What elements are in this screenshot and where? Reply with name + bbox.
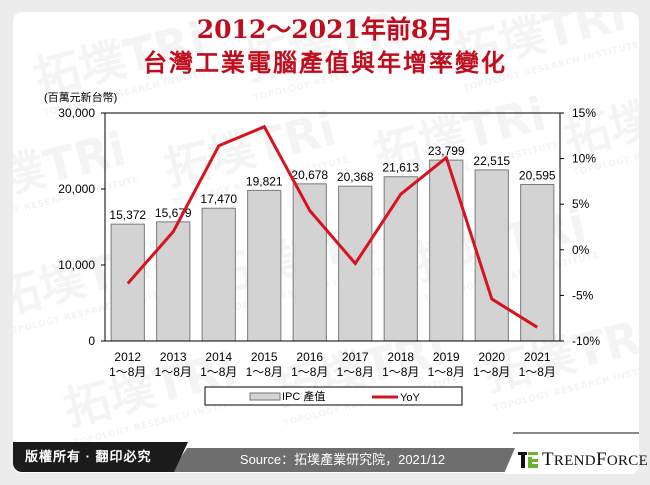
bar (247, 189, 282, 342)
footer-logo-area (505, 432, 639, 474)
x-tick-period: 1～8月 (246, 365, 283, 379)
legend-label-yoy: YoY (400, 392, 420, 404)
x-tick-year: 2021 (524, 350, 551, 364)
x-tick-period: 1～8月 (428, 365, 465, 379)
x-tick-period: 1～8月 (337, 365, 374, 379)
y-axis-unit-label: (百萬元新台幣) (44, 90, 117, 104)
y-tick-label: 20,000 (58, 182, 95, 196)
bar (429, 159, 464, 342)
bar (520, 183, 555, 342)
y-tick-label: 10,000 (58, 258, 95, 272)
bar-value-label: 19,821 (246, 174, 283, 188)
y2-tick-label: -10% (572, 334, 600, 348)
footer-copyright: 版權所有 · 翻印必究 (13, 442, 188, 472)
chart-title-line1: 2012～2021年前8月 (196, 15, 454, 44)
x-tick-period: 1～8月 (109, 365, 146, 379)
x-tick-period: 1～8月 (291, 365, 328, 379)
x-tick-year: 2019 (433, 350, 460, 364)
x-tick-year: 2016 (296, 350, 323, 364)
bar-value-label: 22,515 (473, 154, 510, 168)
bar-value-label: 17,470 (200, 192, 237, 206)
x-tick-year: 2014 (205, 350, 232, 364)
y2-tick-label: 5% (572, 197, 590, 211)
y2-tick-label: -5% (572, 288, 594, 302)
trendforce-logo: TRENDFORCE (518, 449, 649, 470)
x-tick-year: 2012 (114, 350, 141, 364)
bar (474, 169, 509, 342)
y2-tick-label: 15% (572, 106, 596, 120)
line-series-yoy (126, 124, 539, 329)
left-axis: 0 10,000 20,000 30,000 (58, 106, 105, 348)
x-axis-labels: 20121～8月20131～8月20141～8月20151～8月20161～8月… (109, 350, 556, 379)
bar-value-label: 20,368 (337, 170, 374, 184)
y2-tick-label: 0% (572, 243, 590, 257)
bar-value-label: 20,678 (291, 168, 328, 182)
bar (156, 221, 191, 342)
bar-value-label: 20,595 (519, 168, 556, 182)
right-axis: -10% -5% 0% 5% 10% 15% (560, 106, 600, 348)
x-tick-year: 2018 (387, 350, 414, 364)
x-tick-period: 1～8月 (519, 365, 556, 379)
trendforce-logo-icon (518, 451, 538, 469)
legend: IPC 產值 YoY (204, 386, 463, 406)
bar (383, 176, 418, 342)
bar-value-label: 21,613 (382, 161, 419, 175)
x-tick-period: 1～8月 (155, 365, 192, 379)
x-tick-period: 1～8月 (382, 365, 419, 379)
bar-series-ipc (110, 159, 555, 342)
bar-value-label: 23,799 (428, 144, 465, 158)
x-tick-period: 1～8月 (473, 365, 510, 379)
y-tick-label: 30,000 (58, 106, 95, 120)
bar (201, 207, 236, 342)
x-tick-year: 2013 (160, 350, 187, 364)
legend-label-ipc: IPC 產值 (282, 389, 325, 403)
trendforce-logo-text: TRENDFORCE (542, 449, 649, 470)
chart-title-line2: 台灣工業電腦產值與年增率變化 (143, 48, 507, 77)
x-tick-year: 2015 (251, 350, 278, 364)
x-tick-period: 1～8月 (200, 365, 237, 379)
bar-value-label: 15,372 (109, 208, 146, 222)
x-tick-year: 2017 (342, 350, 369, 364)
legend-bar-swatch (249, 392, 281, 401)
plot-frame (104, 112, 561, 342)
y2-tick-label: 10% (572, 152, 596, 166)
x-tick-year: 2020 (478, 350, 505, 364)
footer-source: Source：拓墣產業研究院，2021/12 (170, 448, 515, 472)
y-tick-label: 0 (88, 334, 95, 348)
